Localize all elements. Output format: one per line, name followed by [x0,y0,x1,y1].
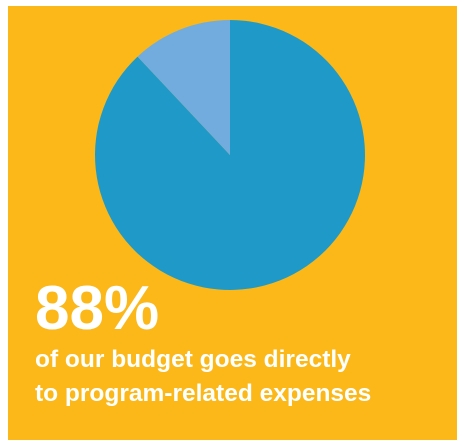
pie-slice-main [95,20,366,290]
percentage-headline: 88% [35,274,160,343]
infographic-panel: 88% of our budget goes directly to progr… [8,6,457,440]
caption: of our budget goes directly to program-r… [35,343,371,411]
pie-slice-minor [137,20,230,155]
caption-line: of our budget goes directly [35,346,351,373]
caption-line: to program-related expenses [35,380,372,407]
pie-chart [95,20,366,290]
